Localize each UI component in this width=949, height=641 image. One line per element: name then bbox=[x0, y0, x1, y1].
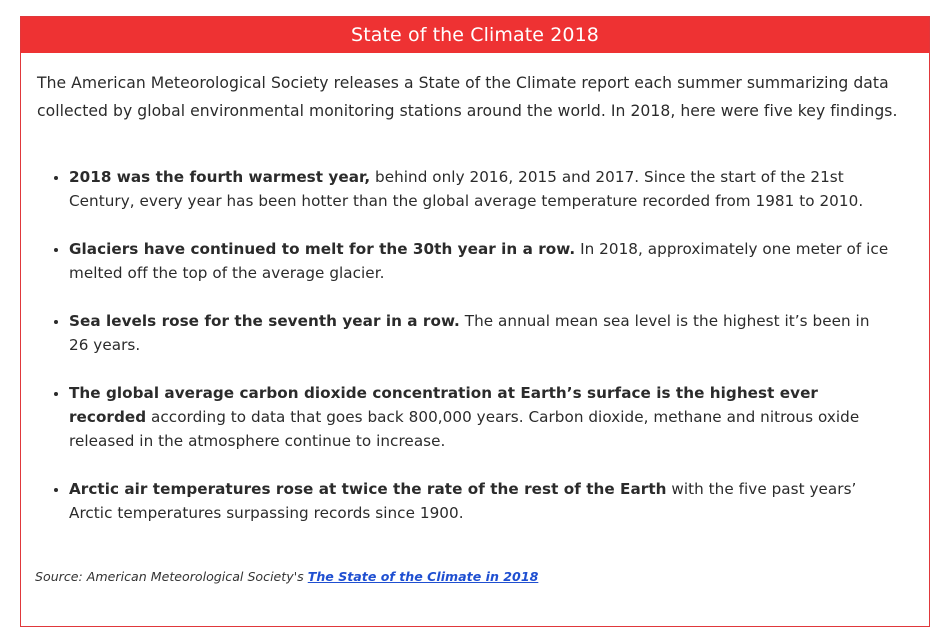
findings-list: 2018 was the fourth warmest year, behind… bbox=[21, 165, 929, 549]
finding-item: The global average carbon dioxide concen… bbox=[69, 381, 889, 453]
finding-headline: The global average carbon dioxide concen… bbox=[69, 384, 818, 426]
finding-item: Sea levels rose for the seventh year in … bbox=[69, 309, 889, 357]
climate-card: State of the Climate 2018 The American M… bbox=[20, 16, 930, 627]
finding-headline: Glaciers have continued to melt for the … bbox=[69, 240, 576, 258]
finding-item: 2018 was the fourth warmest year, behind… bbox=[69, 165, 889, 213]
source-link[interactable]: The State of the Climate in 2018 bbox=[307, 569, 539, 584]
card-header: State of the Climate 2018 bbox=[21, 17, 929, 53]
finding-headline: Arctic air temperatures rose at twice th… bbox=[69, 480, 667, 498]
finding-item: Glaciers have continued to melt for the … bbox=[69, 237, 889, 285]
intro-paragraph: The American Meteorological Society rele… bbox=[37, 74, 898, 120]
finding-detail: The annual mean sea level is the highest… bbox=[69, 312, 870, 354]
finding-item: Arctic air temperatures rose at twice th… bbox=[69, 477, 889, 525]
source-prefix: Source: American Meteorological Society'… bbox=[35, 569, 308, 584]
card-title: State of the Climate 2018 bbox=[351, 24, 599, 46]
source-citation: Source: American Meteorological Society'… bbox=[35, 569, 538, 584]
finding-detail: according to data that goes back 800,000… bbox=[69, 408, 860, 450]
finding-detail: behind only 2016, 2015 and 2017. Since t… bbox=[69, 168, 864, 210]
finding-headline: Sea levels rose for the seventh year in … bbox=[69, 312, 460, 330]
finding-detail: In 2018, approximately one meter of ice … bbox=[69, 240, 889, 282]
finding-headline: 2018 was the fourth warmest year, bbox=[69, 168, 371, 186]
finding-detail: with the five past years’ Arctic tempera… bbox=[69, 480, 857, 522]
